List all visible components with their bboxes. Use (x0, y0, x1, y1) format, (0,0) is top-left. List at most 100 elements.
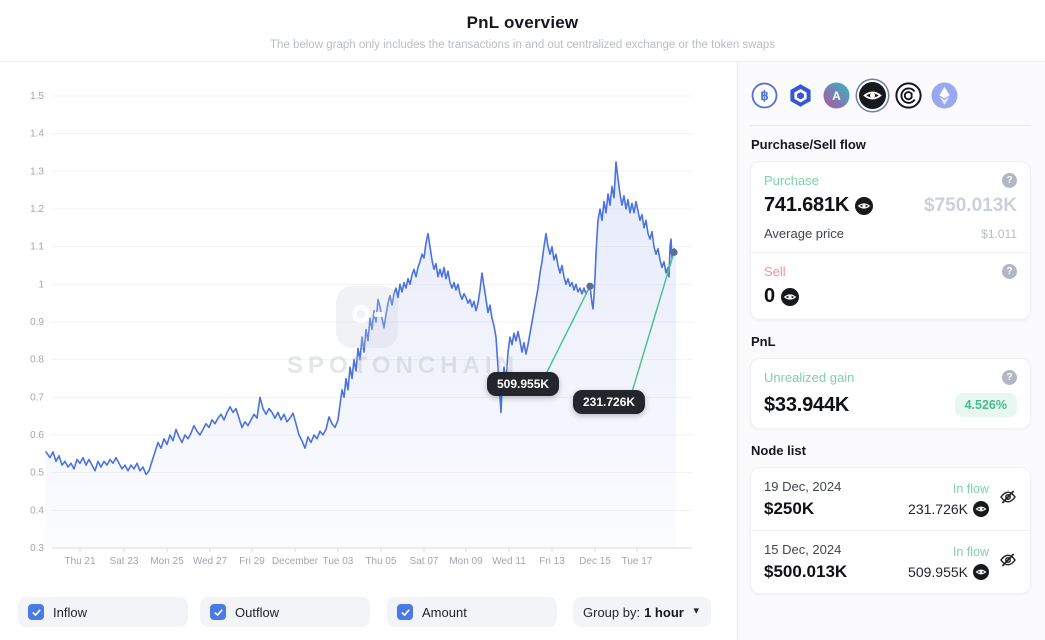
tooltip-connector (631, 252, 675, 393)
data-point-marker (586, 282, 594, 290)
x-axis-label: Tue 17 (622, 556, 653, 567)
purchase-label: Purchase (764, 173, 819, 188)
sell-amount: 0 (764, 285, 799, 308)
unrealized-gain-value: $33.944K (764, 393, 850, 416)
chart-tooltip-509: 509.955K (487, 372, 560, 396)
header: PnL overview The below graph only includ… (0, 0, 1045, 62)
page-subtitle: The below graph only includes the transa… (269, 39, 776, 51)
token-badge-icon (780, 287, 799, 306)
pnl-heading: PnL (751, 334, 776, 349)
help-icon[interactable]: ? (1002, 264, 1017, 279)
card-divider (751, 530, 1030, 531)
inflow-checkbox[interactable]: Inflow (18, 597, 188, 627)
checkbox-checked-icon[interactable] (210, 604, 226, 620)
amount-label: Amount (422, 604, 467, 620)
price-line (45, 161, 677, 476)
purchase-sell-card: Purchase ? 741.681K $750.013K Average pr… (750, 161, 1031, 320)
help-icon[interactable]: ? (1002, 173, 1017, 188)
chainlink-icon[interactable] (787, 82, 814, 109)
x-axis-label: December (272, 556, 319, 567)
node-amount: 509.955K (908, 563, 989, 580)
y-axis-label: 1.2 (30, 204, 44, 215)
panel-divider (750, 125, 1031, 126)
checkbox-checked-icon[interactable] (397, 604, 413, 620)
checkbox-checked-icon[interactable] (28, 604, 44, 620)
node-list-card: 19 Dec, 2024 $250K In flow 231.726K (750, 467, 1031, 594)
node-date: 19 Dec, 2024 (764, 479, 842, 494)
purchase-sell-heading: Purchase/Sell flow (751, 137, 866, 152)
x-axis-label: Sat 07 (410, 556, 439, 567)
node-flow-direction: In flow (952, 481, 989, 496)
svg-text:฿: ฿ (760, 88, 768, 103)
aave-icon[interactable]: A (823, 82, 850, 109)
purchase-usd: $750.013K (924, 194, 1017, 216)
side-panel: ฿ A Purchase/Sell flow Purchase ? (737, 62, 1045, 640)
x-axis-label: Fri 13 (539, 556, 565, 567)
y-axis-label: 0.4 (30, 505, 44, 516)
arweave-icon[interactable] (895, 82, 922, 109)
pnl-card: Unrealized gain ? $33.944K 4.526% (750, 358, 1031, 429)
x-axis-label: Thu 21 (64, 556, 96, 567)
chevron-down-icon[interactable]: ▾ (693, 605, 699, 617)
y-axis-label: 1.3 (30, 166, 44, 177)
amount-checkbox[interactable]: Amount (387, 597, 557, 627)
node-usd: $250K (764, 499, 815, 518)
average-price-value: $1.011 (981, 226, 1017, 241)
token-badge-icon (973, 500, 989, 517)
help-icon[interactable]: ? (1002, 370, 1017, 385)
chart-region: 1.5 1.4 1.3 1.2 1.1 1 0.9 0.8 0.7 0.6 0.5 0.4 0.3 Thu… (0, 62, 737, 640)
group-by-value: 1 hour (644, 604, 684, 620)
chart-tooltip-231: 231.726K (573, 390, 646, 414)
y-axis-label: 0.7 (30, 392, 44, 403)
y-axis-label: 0.9 (30, 317, 44, 328)
node-list-heading: Node list (751, 443, 806, 458)
token-badge-icon (855, 196, 874, 215)
node-list-row: 19 Dec, 2024 $250K In flow 231.726K (764, 479, 1017, 519)
tooltip-connector (545, 285, 591, 375)
hide-node-icon[interactable] (999, 488, 1017, 511)
x-axis-label: Mon 25 (150, 556, 184, 567)
y-axis-label: 0.6 (30, 430, 44, 441)
x-axis-label: Fri 29 (239, 556, 265, 567)
y-axis-label: 0.8 (30, 355, 44, 366)
y-axis-label: 1.1 (30, 242, 44, 253)
x-axis-label: Dec 15 (579, 556, 611, 567)
x-axis-label: Mon 09 (449, 556, 483, 567)
group-by-label: Group by: (583, 604, 641, 620)
data-point-marker (670, 248, 678, 256)
svg-text:A: A (832, 89, 841, 103)
node-list-row: 15 Dec, 2024 $500.013K In flow 509.955K (764, 542, 1017, 582)
x-axis-label: Wed 27 (193, 556, 228, 567)
inflow-label: Inflow (53, 604, 87, 620)
purchase-amount: 741.681K (764, 194, 874, 217)
bitcoin-icon[interactable]: ฿ (751, 82, 778, 109)
y-axis-label: 1.4 (30, 129, 44, 140)
node-amount: 231.726K (908, 500, 989, 517)
page-title: PnL overview (466, 13, 579, 32)
unrealized-gain-label: Unrealized gain (764, 370, 855, 385)
hide-node-icon[interactable] (999, 551, 1017, 574)
node-flow-direction: In flow (952, 544, 989, 559)
token-selector-row: ฿ A (750, 82, 1031, 109)
sell-label: Sell (764, 264, 786, 279)
outflow-checkbox[interactable]: Outflow (200, 597, 370, 627)
selected-token-icon[interactable] (859, 82, 886, 109)
chart-controls: Inflow Outflow Amount Group by: 1 hour ▾ (0, 597, 737, 627)
card-divider (751, 252, 1030, 253)
gain-percent-badge: 4.526% (954, 393, 1017, 417)
x-axis-label: Wed 11 (492, 556, 526, 567)
x-axis-label: Thu 05 (365, 556, 397, 567)
y-axis-label: 0.5 (30, 468, 44, 479)
x-axis-label: Sat 23 (110, 556, 139, 567)
pnl-line-chart[interactable]: 1.5 1.4 1.3 1.2 1.1 1 0.9 0.8 0.7 0.6 0.5 0.4 0.3 Thu… (0, 62, 737, 582)
token-badge-icon (973, 563, 989, 580)
node-date: 15 Dec, 2024 (764, 542, 842, 557)
outflow-label: Outflow (235, 604, 280, 620)
group-by-dropdown[interactable]: Group by: 1 hour ▾ (573, 597, 711, 627)
node-usd: $500.013K (764, 562, 848, 581)
average-price-label: Average price (764, 226, 844, 241)
x-axis-label: Tue 03 (323, 556, 354, 567)
y-axis-label: 0.3 (30, 543, 44, 554)
ethereum-icon[interactable] (931, 82, 958, 109)
